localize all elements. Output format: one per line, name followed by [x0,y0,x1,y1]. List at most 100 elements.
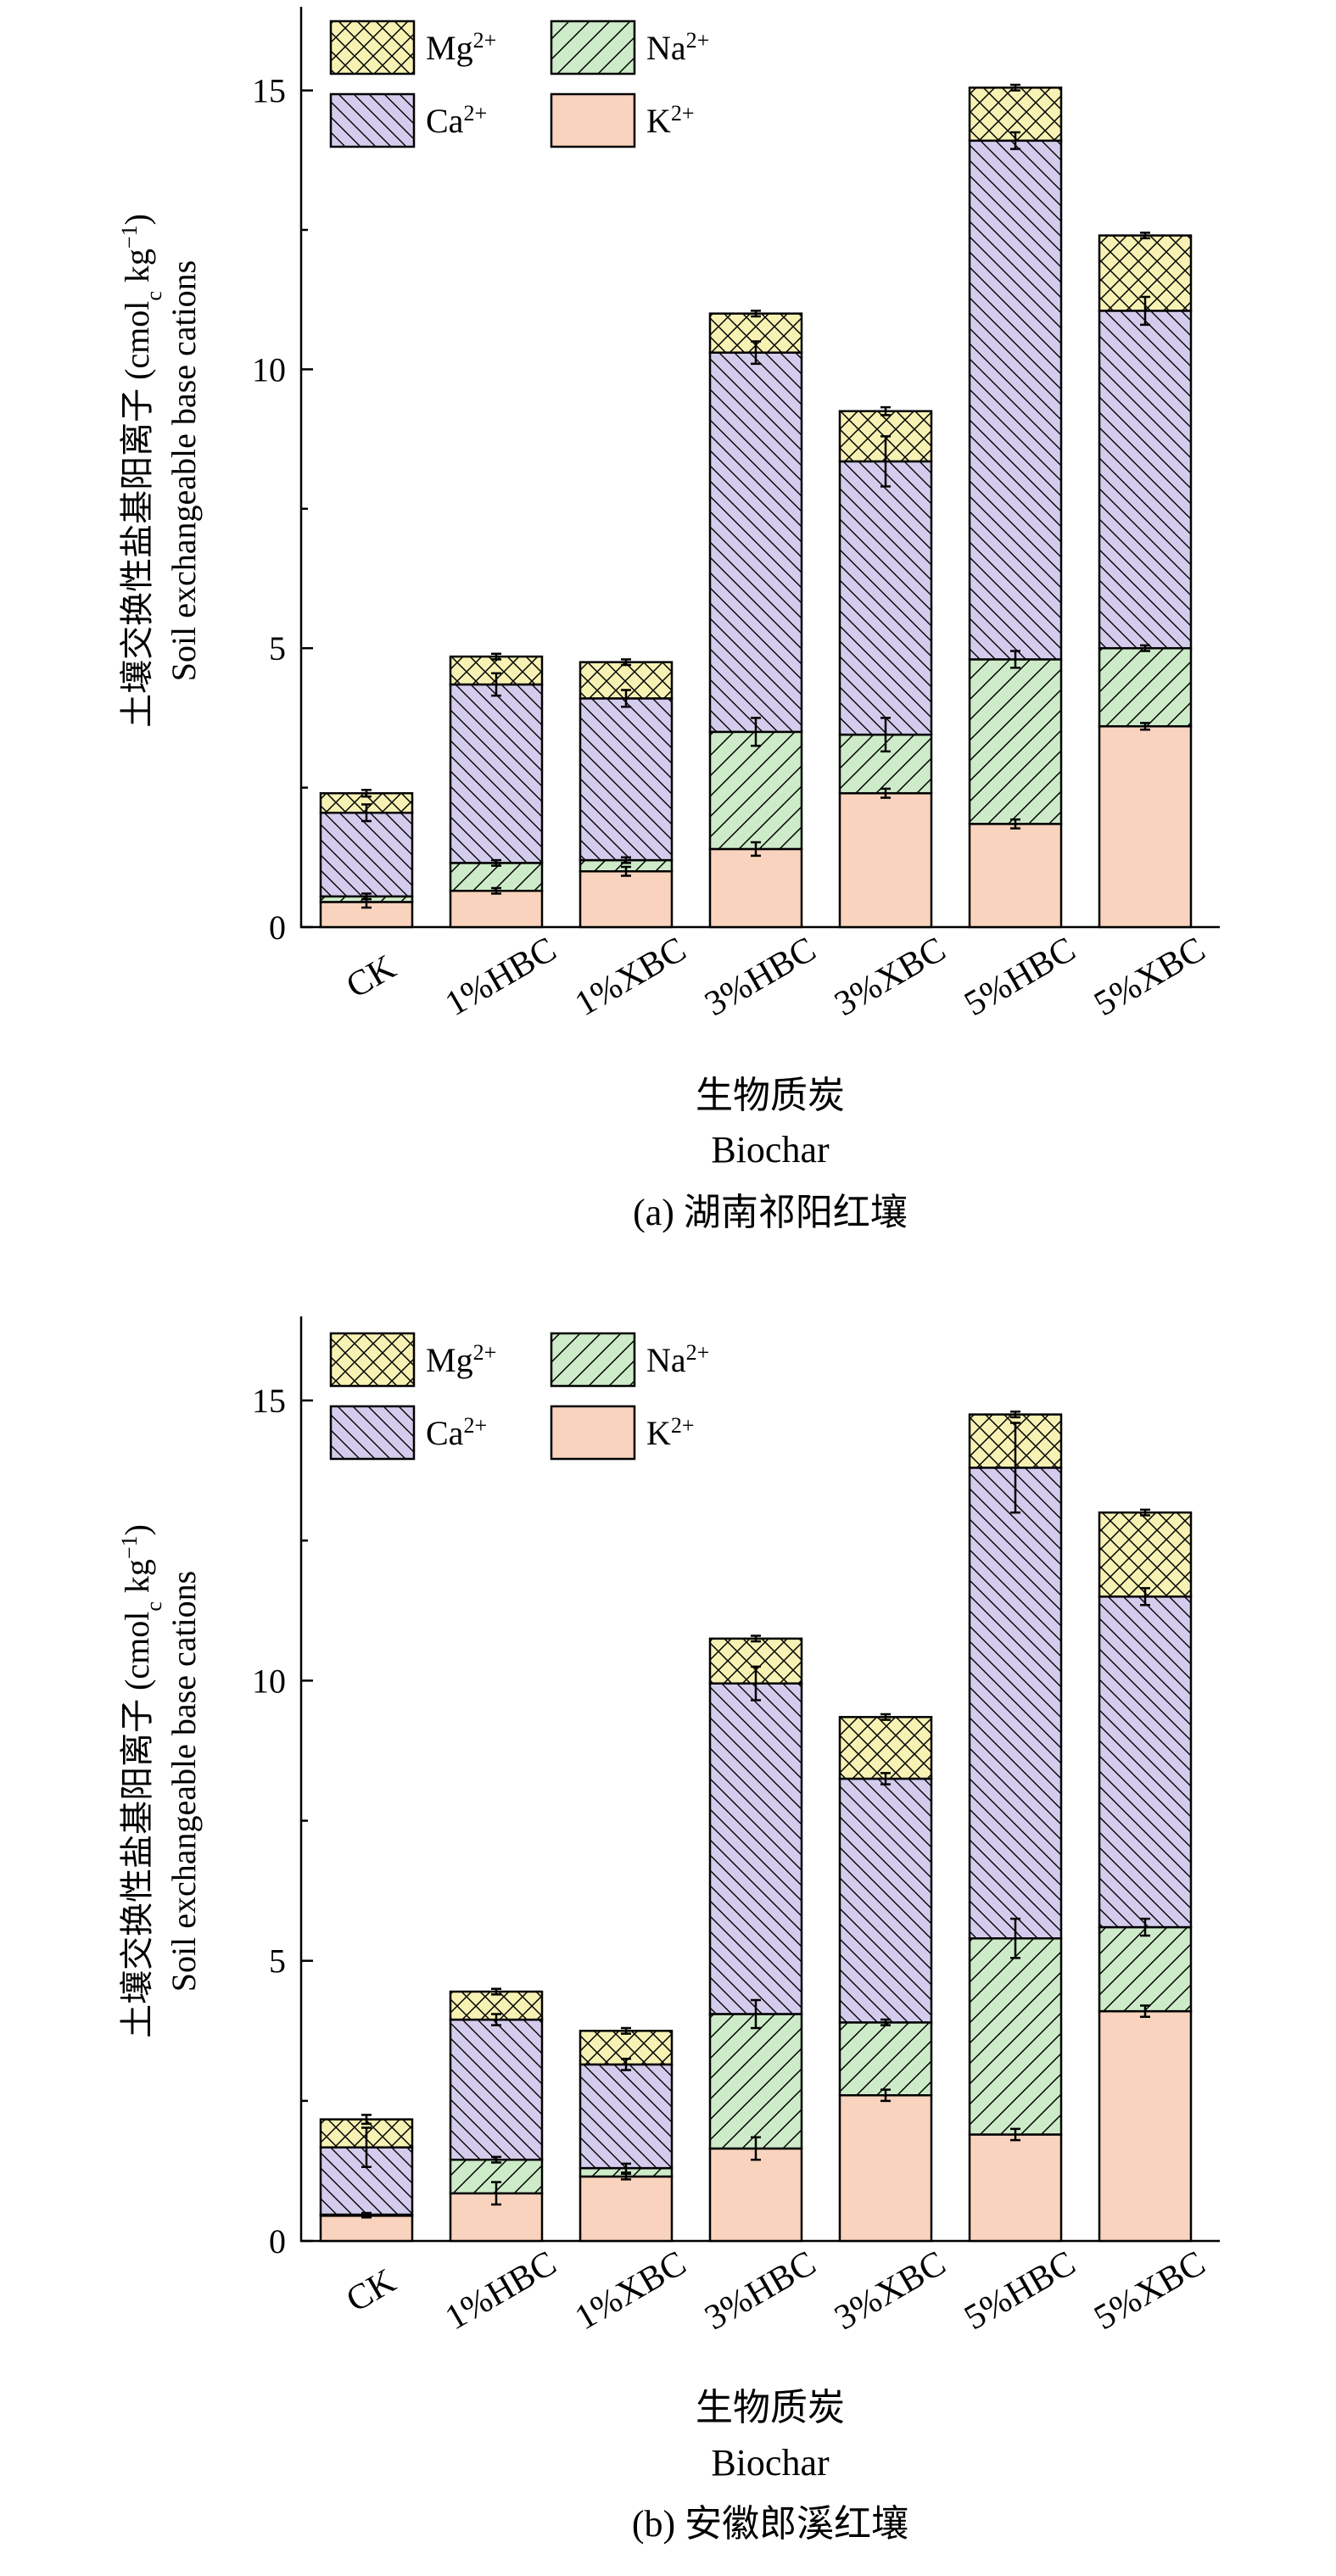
y-tick-label: 0 [269,908,286,947]
bar-segment-K [449,890,544,929]
x-axis-label-cn: 生物质炭 [696,2387,845,2428]
y-axis-label-en: Soil exchangeable base cations [165,260,203,681]
bar-stack [319,2114,414,2243]
bar-segment-Ca [838,1777,933,2024]
legend-swatch [329,1332,416,1388]
bar-stack [1098,1508,1193,2243]
error-bar [880,2018,891,2026]
error-bar [361,788,372,798]
legend-label: Ca2+ [426,1413,487,1453]
legend: Mg2+ Na2+ Ca2+ K2+ [329,20,709,148]
error-bar [1010,131,1020,150]
bar-segment-Ca [449,2018,544,2161]
error-bar [621,2058,631,2071]
y-tick-label: 0 [269,2222,286,2260]
legend-swatch [329,1405,416,1461]
bar-segment-K [968,2133,1063,2243]
panel-b: 土壤交换性盐基阳离子 (cmolc kg−1) Soil exchangeabl… [117,1316,1220,2545]
bar-segment-Ca [579,697,674,862]
error-bar [880,435,891,488]
bar-segment-Na [1098,1925,1193,2013]
panel-caption: (a) 湖南祁阳红壤 [633,1192,908,1233]
error-bar [1140,295,1150,327]
error-bar [1010,650,1020,669]
legend-item-K: K2+ [550,92,695,148]
bar-stack [1098,232,1193,929]
legend-item-Ca: Ca2+ [329,1405,487,1461]
legend-label: Mg2+ [426,1340,496,1380]
legend-item-Na: Na2+ [550,1332,709,1388]
error-bar [621,865,631,877]
error-bar [491,2181,501,2206]
y-tick-label: 5 [269,629,286,668]
error-bar [1140,2004,1150,2019]
legend-swatch [329,20,416,75]
legend-item-Na: Na2+ [550,20,709,75]
legend-swatch [329,92,416,148]
error-bar [880,2088,891,2103]
bar-stack [708,310,803,929]
error-bar [361,803,372,823]
legend-label: K2+ [646,101,695,141]
y-tick-label: 15 [252,72,286,110]
bar-segment-K [579,869,674,929]
bar-segment-Mg [1098,1511,1193,1598]
error-bar [1010,1422,1020,1514]
x-tick-label: 5%HBC [958,2244,1082,2338]
y-axis-label: 土壤交换性盐基阳离子 (cmolc kg−1) Soil exchangeabl… [117,214,204,728]
x-axis-label-en: Biochar [711,1129,830,1171]
error-bar [621,2172,631,2181]
bar-segment-Ca [968,139,1063,661]
bar-segment-K [579,2175,674,2243]
category-labels: CK 1%HBC 1%XBC 3%HBC 3%XBC 5%HBC 5%XBC [340,2244,1212,2338]
x-axis-label-cn: 生物质炭 [696,1075,845,1116]
error-bar [1140,1508,1150,1517]
bar-segment-Mg [838,1716,933,1780]
error-bar [880,405,891,416]
error-bar [880,717,891,753]
error-bar [491,672,501,697]
x-tick-label: 5%HBC [958,930,1082,1024]
error-bar [1140,232,1150,240]
legend-label: Ca2+ [426,101,487,141]
y-axis-label-en: Soil exchangeable base cations [165,1571,203,1992]
error-bar [1010,83,1020,92]
bar-segment-Na [968,1937,1063,2136]
bar-segment-Na [708,730,803,851]
bar-segment-K [708,847,803,929]
bar-segment-Na [968,658,1063,825]
x-tick-label: 3%HBC [698,930,822,1024]
error-bar [621,658,631,667]
bar-segment-Na [1098,646,1193,728]
error-bar [751,2136,761,2161]
error-bar [1010,1917,1020,1959]
bar-segment-Ca [319,811,414,898]
error-bar [491,886,501,895]
bar-segment-K [968,823,1063,929]
x-tick-label: 5%XBC [1087,930,1211,1024]
bar-segment-Na [838,2021,933,2097]
legend-item-Ca: Ca2+ [329,92,487,148]
error-bar [751,1634,761,1643]
x-tick-label: 3%HBC [698,2244,822,2338]
error-bar [491,2013,501,2026]
bar-stack [838,1713,933,2243]
y-tick-label: 5 [269,1942,286,1981]
x-tick-label: CK [340,2261,403,2320]
error-bar [751,340,761,366]
panel-a: 土壤交换性盐基阳离子 (cmolc kg−1) Soil exchangeabl… [117,7,1220,1233]
x-tick-label: 1%HBC [439,930,562,1024]
error-bar [751,1998,761,2030]
bar-stack [449,1987,544,2243]
bar-stack [838,405,933,929]
legend: Mg2+ Na2+ Ca2+ K2+ [329,1332,709,1461]
bar-segment-Ca [708,1682,803,2015]
legend-swatch [550,92,636,148]
error-bar [751,841,761,858]
bar-segment-Ca [838,460,933,736]
y-tick-label: 15 [252,1382,286,1420]
bar-segment-K [838,2093,933,2243]
bar-stack [449,652,544,929]
error-bar [491,652,501,661]
